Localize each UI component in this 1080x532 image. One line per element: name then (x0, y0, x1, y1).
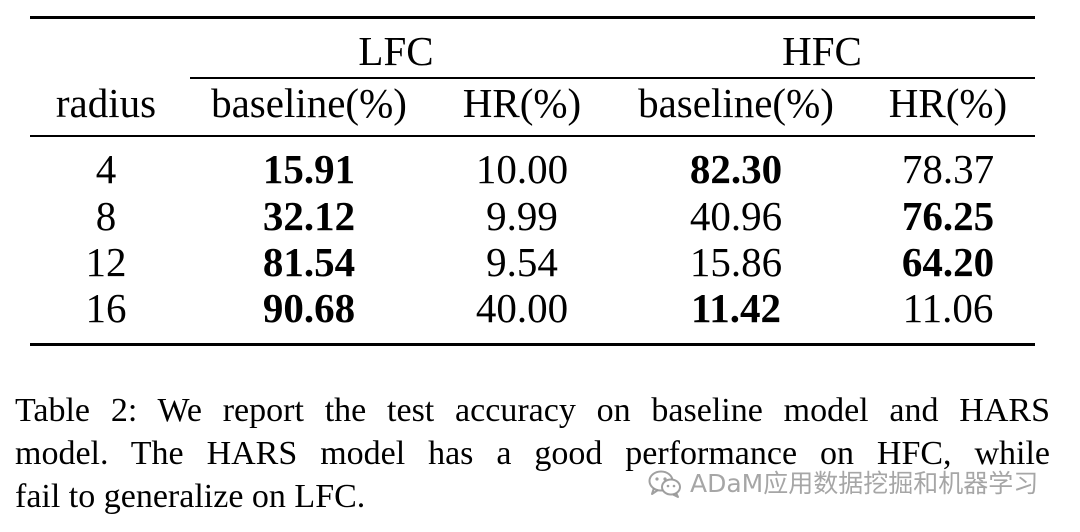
cell-hfc-baseline: 40.96 (689, 193, 783, 239)
cell-radius: 12 (85, 239, 127, 285)
cell-hfc-hr: 11.06 (902, 285, 994, 331)
watermark-text: ADaM应用数据挖掘和机器学习 (690, 469, 1039, 498)
cell-lfc-hr: 9.54 (486, 239, 558, 285)
table-top-rule (30, 16, 1035, 19)
wechat-icon (648, 470, 681, 498)
column-header-hfc-hr: HR(%) (888, 80, 1008, 126)
watermark: ADaM应用数据挖掘和机器学习 (648, 468, 1038, 500)
table-bottom-rule (30, 343, 1035, 346)
column-header-lfc-hr: HR(%) (462, 80, 582, 126)
cell-radius: 16 (85, 285, 127, 331)
cell-lfc-baseline: 15.91 (262, 146, 356, 192)
group-header-hfc: HFC (782, 28, 862, 74)
cell-lfc-hr: 40.00 (475, 285, 569, 331)
caption-line: model. The HARS model has a good perform… (15, 435, 1050, 472)
cell-hfc-hr: 78.37 (901, 146, 995, 192)
group-header-rule (190, 77, 1035, 79)
column-header-radius: radius (55, 80, 157, 126)
cell-hfc-hr: 76.25 (901, 193, 995, 239)
cell-lfc-hr: 10.00 (475, 146, 569, 192)
cell-radius: 4 (95, 146, 117, 192)
table-header-rule (30, 135, 1035, 137)
group-header-lfc: LFC (358, 28, 434, 74)
cell-lfc-baseline: 81.54 (262, 239, 356, 285)
cell-hfc-baseline: 15.86 (689, 239, 783, 285)
cell-lfc-baseline: 90.68 (262, 285, 356, 331)
cell-hfc-baseline: 82.30 (689, 146, 783, 192)
caption-line: Table 2: We report the test accuracy on … (15, 392, 1050, 429)
column-header-lfc-baseline: baseline(%) (211, 80, 407, 126)
cell-hfc-baseline: 11.42 (691, 285, 781, 331)
cell-hfc-hr: 64.20 (901, 239, 995, 285)
cell-lfc-baseline: 32.12 (262, 193, 356, 239)
column-header-hfc-baseline: baseline(%) (638, 80, 834, 126)
table-caption: Table 2: We report the test accuracy on … (15, 389, 1050, 518)
caption-line: fail to generalize on LFC. (15, 478, 366, 515)
cell-lfc-hr: 9.99 (486, 193, 558, 239)
cell-radius: 8 (95, 193, 117, 239)
